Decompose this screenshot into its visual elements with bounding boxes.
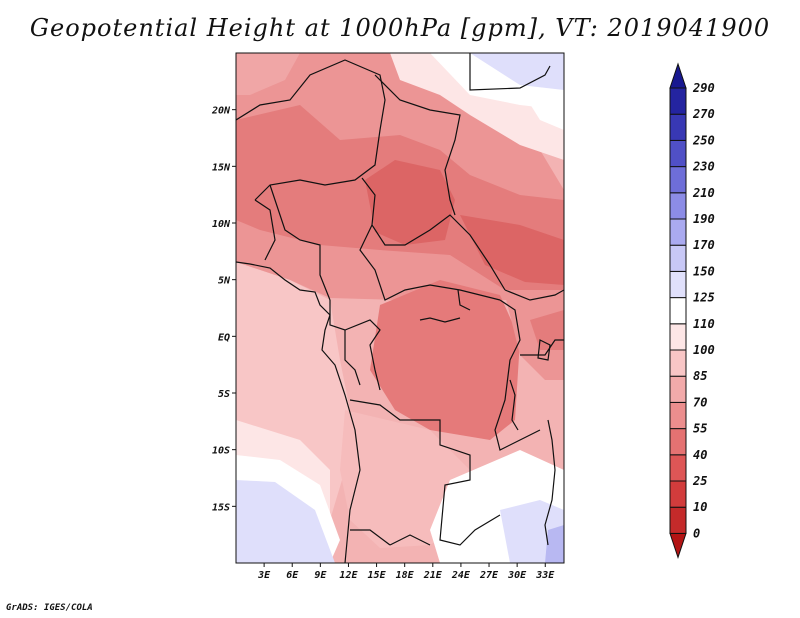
colorbar-label: 100 [693,343,715,357]
lon-tick-label: 24E [451,570,471,581]
border [457,289,471,311]
colorbar-segment [669,454,687,482]
lat-tick-label: 20N [211,106,231,117]
contour-field [236,53,564,563]
lon-tick-label: 27E [479,570,499,581]
colorbar-segment [669,113,687,141]
border [504,289,564,301]
lat-tick-label: EQ [218,332,230,343]
colorbar-label: 125 [693,291,715,305]
lon-tick-label: 12E [339,570,358,581]
border [389,534,431,546]
colorbar-label: 230 [692,160,715,174]
lon-tick-label: 18E [396,570,415,581]
lake [537,339,551,361]
chart-title: Geopotential Height at 1000hPa [gpm], VT… [29,14,771,42]
colorbar-segment [669,375,687,403]
border [269,184,331,301]
colorbar-label: 25 [692,474,707,488]
lon-tick-label: 9E [314,570,327,581]
lat-tick-label: 10N [212,219,231,230]
colorbar-label: 85 [693,369,707,383]
colorbar-label: 10 [693,500,707,514]
colorbar-label: 55 [693,422,707,436]
colorbar-segment [669,139,687,168]
colorbar-segment [669,349,687,377]
lake [509,379,519,431]
colorbar-label: 40 [693,448,707,462]
lat-tick-label: 15N [212,162,231,173]
colorbar-label: 70 [693,395,707,409]
footer-credit: GrADS: IGES/COLA [6,603,93,613]
lat-tick-label: 5N [218,276,231,287]
border [494,299,541,451]
colorbar-label: 290 [692,81,715,95]
river [419,317,461,323]
coastline [469,53,551,91]
colorbar-segment [669,218,687,246]
border [329,300,381,391]
colorbar: 0 10 25 40 55 70 85 100 110 125 150 170 190 210 230 250… [669,62,715,559]
map-frame [235,52,565,564]
colorbar-segment [669,270,687,299]
border [344,330,361,386]
colorbar-label: 250 [692,133,715,147]
colorbar-segment [669,428,687,456]
colorbar-label: 170 [693,238,715,252]
colorbar-label: 150 [693,264,715,278]
colorbar-label: 0 [693,526,700,540]
border [254,199,276,261]
colorbar-label: 110 [693,317,715,331]
colorbar-segment [669,192,687,220]
border [350,529,391,546]
lat-tick-label: 5S [218,389,230,400]
colorbar-segment [669,401,687,430]
colorbar-segment [669,166,687,194]
lon-tick-label: 21E [423,570,443,581]
lat-tick-label: 10S [212,446,230,457]
border [361,177,506,291]
borders-coastlines [236,53,564,563]
colorbar-segment [669,244,687,272]
map-axes: 20N 15N 10N 5N EQ 5S 10S 15S 3E 6E 9E 12E 15E 18E 21E 2… [211,106,555,581]
colorbar-arrow-low [669,532,687,559]
colorbar-arrow-high [669,62,687,89]
colorbar-label: 190 [693,212,715,226]
border [374,74,461,216]
colorbar-label: 210 [692,186,715,200]
coastline [544,419,556,546]
colorbar-segment [669,323,687,351]
lon-tick-label: 30E [507,570,527,581]
colorbar-segment [669,480,687,508]
border [359,224,501,301]
lon-tick-label: 33E [535,570,555,581]
border [236,59,386,201]
colorbar-segment [669,506,687,534]
lat-tick-label: 15S [212,502,230,513]
coastline [236,261,361,563]
lon-tick-label: 6E [286,570,299,581]
border [349,399,501,546]
lon-tick-label: 3E [257,570,271,581]
colorbar-label: 270 [692,107,715,121]
lon-tick-label: 15E [368,570,387,581]
colorbar-segment [669,87,687,115]
colorbar-segment [669,297,687,325]
